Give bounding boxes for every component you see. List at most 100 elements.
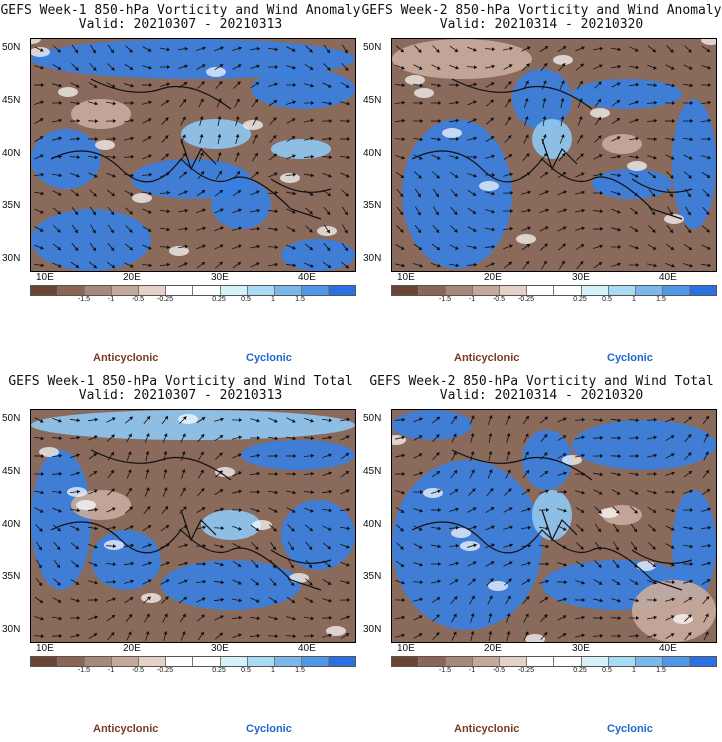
vorticity-region <box>392 410 472 440</box>
wind-arrow <box>646 83 658 88</box>
wind-arrow <box>628 65 640 70</box>
wind-arrow <box>557 597 567 602</box>
wind-arrow <box>467 100 477 106</box>
wind-arrow <box>145 631 150 641</box>
wind-arrow <box>196 244 206 250</box>
wind-arrow <box>413 243 423 251</box>
wind-arrow <box>285 472 297 477</box>
wind-arrow <box>521 561 531 566</box>
wind-arrow <box>267 471 279 476</box>
wind-arrow <box>339 155 351 160</box>
vorticity-region <box>281 500 355 570</box>
wind-arrow <box>523 451 529 461</box>
wind-arrow <box>594 116 602 126</box>
wind-arrow <box>431 243 441 251</box>
wind-arrow <box>540 243 548 251</box>
wind-arrow <box>684 452 692 460</box>
colorbar-swatch <box>446 657 474 666</box>
wind-arrow <box>521 190 531 195</box>
wind-arrow <box>557 417 567 423</box>
wind-arrow <box>431 64 441 70</box>
colorbar-tick-label: 1.5 <box>656 296 666 303</box>
wind-arrow <box>592 191 604 196</box>
wind-arrow <box>214 189 224 197</box>
wind-arrow <box>178 262 188 268</box>
wind-arrow <box>556 580 568 585</box>
wind-arrow <box>541 260 547 270</box>
wind-arrow <box>592 418 604 423</box>
wind-arrow <box>539 190 549 196</box>
wind-arrow <box>198 469 204 479</box>
wind-arrow <box>575 46 585 52</box>
colorbar-tick-label: -1.5 <box>77 296 91 303</box>
wind-arrow <box>666 224 674 234</box>
wind-arrow <box>34 65 44 70</box>
wind-arrow <box>683 579 693 584</box>
wind-arrow <box>124 207 134 215</box>
wind-arrow <box>321 136 333 141</box>
wind-arrow <box>431 544 441 549</box>
neutral-region <box>516 234 536 244</box>
wind-arrow <box>142 154 152 160</box>
wind-arrow <box>557 208 567 213</box>
wind-arrow <box>124 579 134 584</box>
map-svg <box>392 410 716 642</box>
wind-arrow <box>180 433 186 443</box>
wind-arrow <box>106 101 116 106</box>
wind-arrow <box>611 578 621 586</box>
wind-arrow <box>321 155 333 160</box>
wind-arrow <box>197 487 205 497</box>
wind-arrow <box>215 470 223 478</box>
wind-arrow <box>628 435 640 440</box>
wind-arrow <box>557 525 567 531</box>
colorbar-tick-label: 0.5 <box>241 296 251 303</box>
wind-arrow <box>34 118 44 124</box>
wind-arrow <box>557 190 567 196</box>
wind-arrow <box>232 244 242 250</box>
colorbar-tick-label: 0.25 <box>212 667 226 674</box>
wind-arrow <box>630 560 638 568</box>
colorbar-tick-label: -0.5 <box>492 667 506 674</box>
wind-arrow <box>34 596 44 604</box>
wind-arrow <box>286 244 296 250</box>
wind-arrow <box>485 262 495 268</box>
wind-arrow <box>449 45 459 53</box>
wind-arrow <box>610 634 622 639</box>
wind-arrow <box>286 118 296 124</box>
wind-arrow <box>178 171 188 179</box>
neutral-region <box>31 39 41 44</box>
wind-arrow <box>235 134 240 144</box>
wind-arrow <box>303 154 315 159</box>
wind-arrow <box>178 81 188 89</box>
wind-arrow <box>323 242 331 252</box>
neutral-region <box>414 88 434 98</box>
colorbar-swatch <box>608 286 636 295</box>
vorticity-map <box>391 38 717 272</box>
wind-arrow <box>214 64 224 70</box>
wind-arrow <box>125 45 133 53</box>
wind-arrow <box>163 451 168 461</box>
wind-arrow <box>232 226 242 231</box>
colorbar-swatch <box>635 657 663 666</box>
wind-arrow <box>214 244 224 250</box>
wind-arrow <box>395 579 405 585</box>
wind-arrow <box>286 208 296 214</box>
colorbar-swatch <box>247 286 275 295</box>
vorticity-region <box>572 79 682 109</box>
wind-arrow <box>395 154 405 160</box>
wind-arrow <box>594 135 602 143</box>
wind-arrow <box>159 262 171 267</box>
vorticity-region <box>31 129 101 189</box>
wind-arrow <box>488 451 493 461</box>
wind-arrow <box>629 189 639 197</box>
wind-arrow <box>52 507 62 513</box>
wind-arrow <box>701 507 711 512</box>
lat-label: 35N <box>2 571 21 582</box>
neutral-region <box>252 520 272 530</box>
wind-arrow <box>576 524 584 532</box>
wind-arrow <box>539 45 549 53</box>
wind-arrow <box>341 189 349 197</box>
wind-arrow <box>142 191 152 196</box>
anticyclonic-label: Anticyclonic <box>454 723 520 735</box>
wind-arrow <box>413 525 423 531</box>
